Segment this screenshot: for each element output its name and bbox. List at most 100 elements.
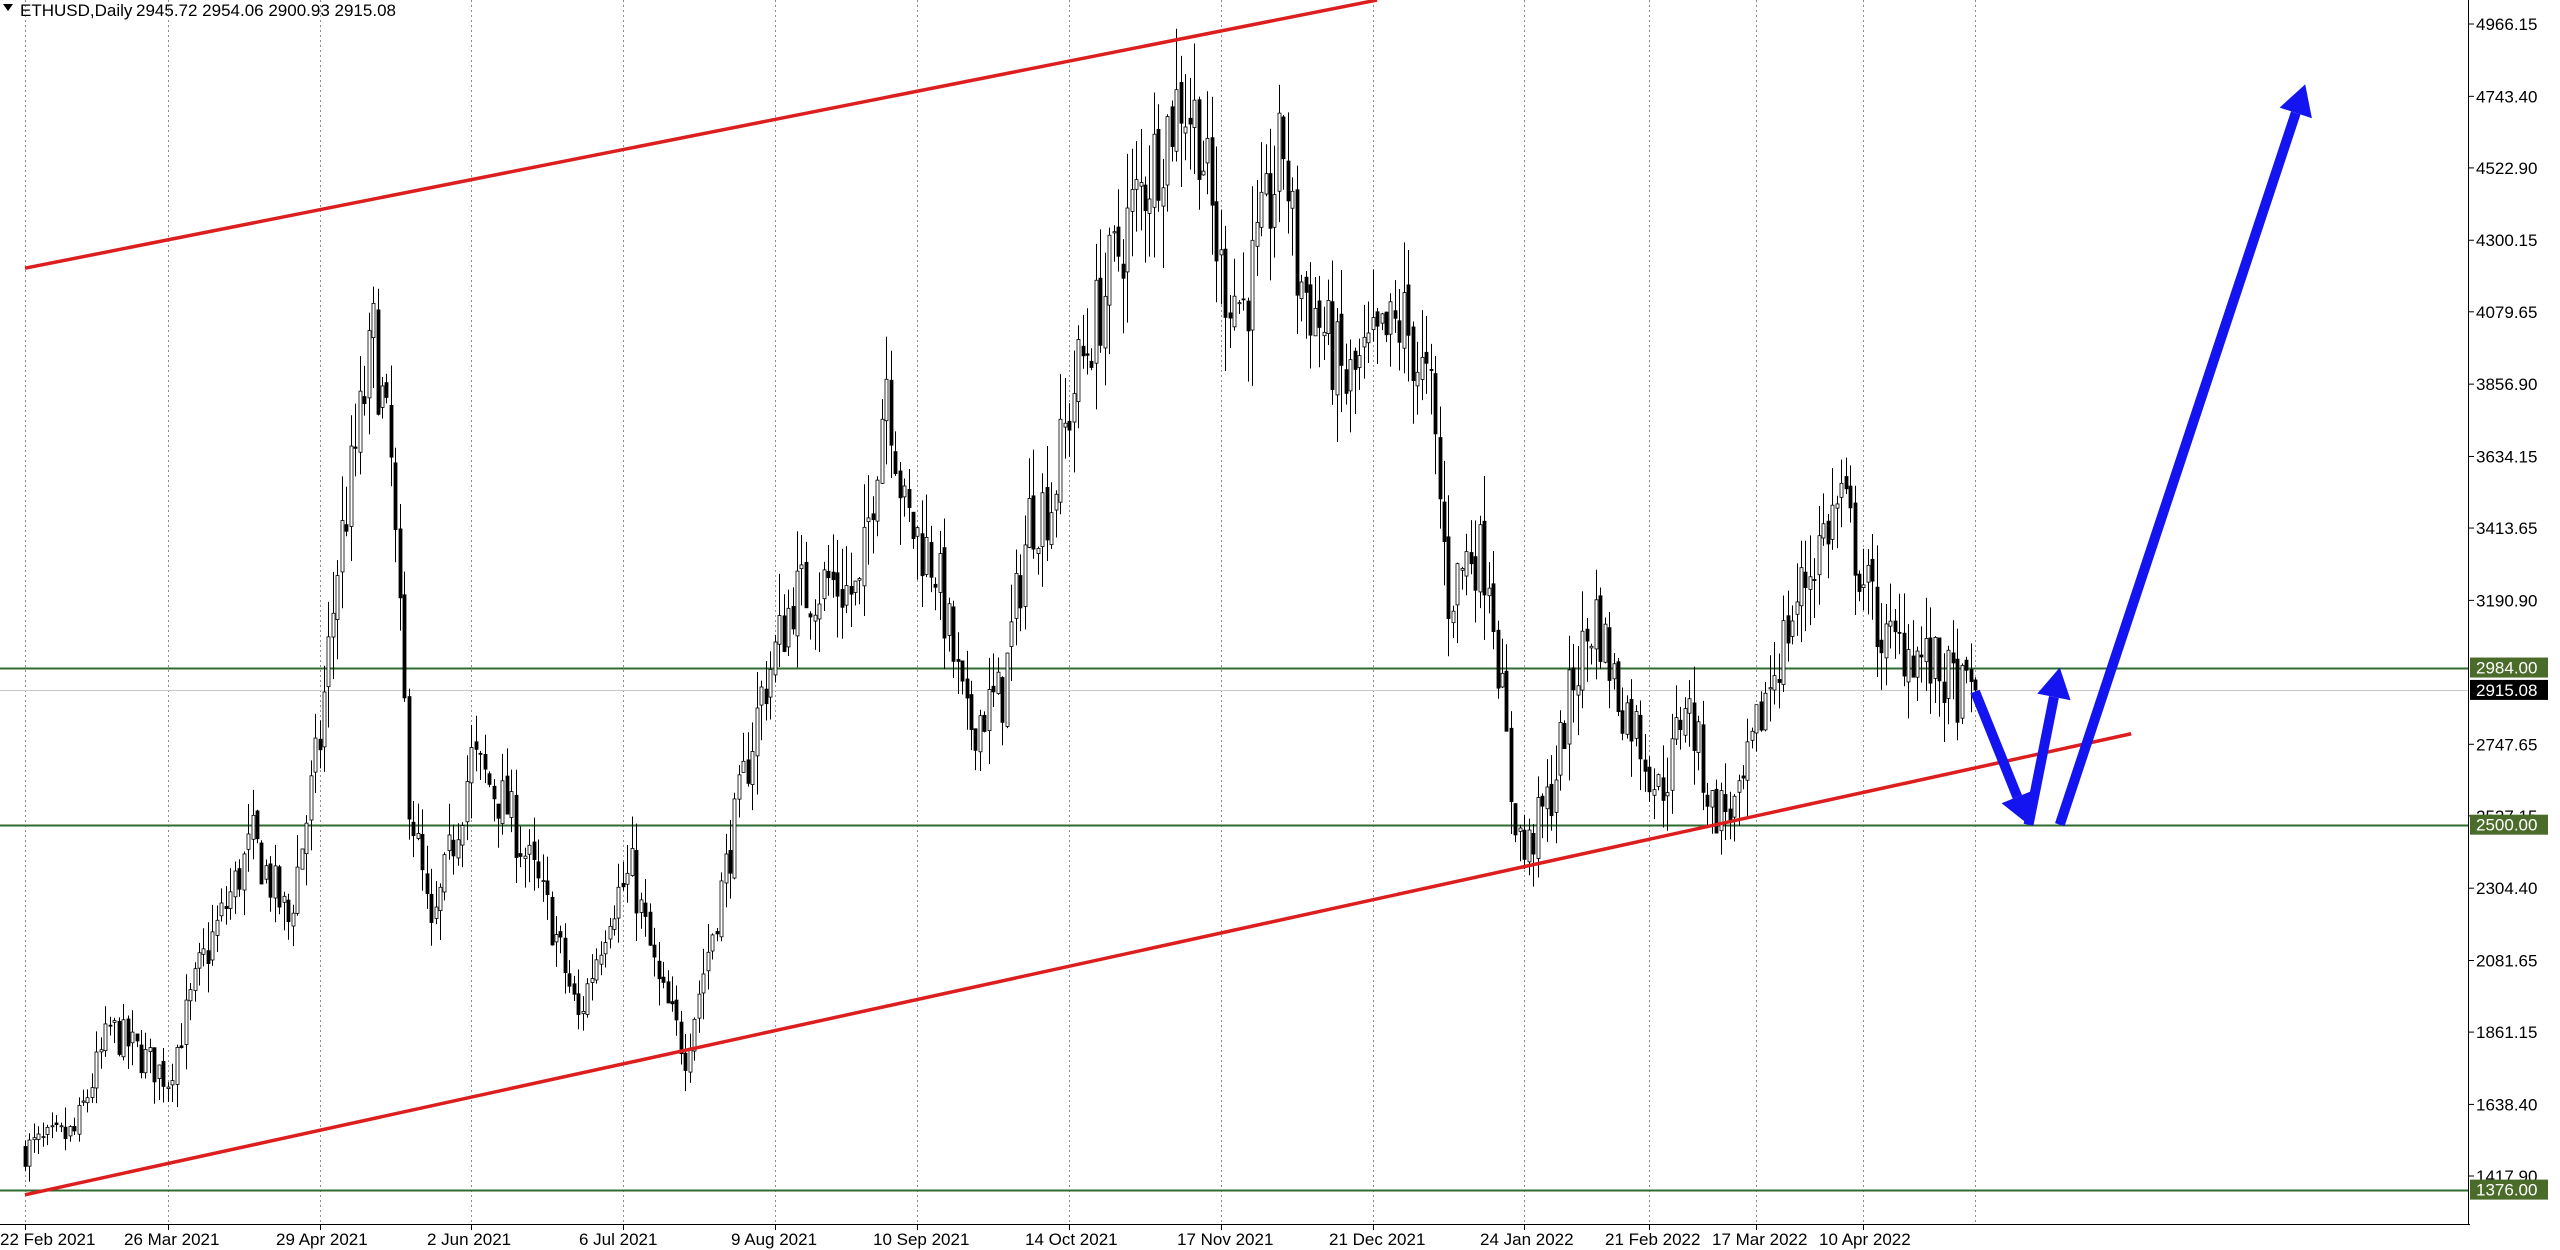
candle-bullish: [1817, 535, 1822, 576]
grid-layer: [25, 0, 1976, 1224]
candle-bullish: [94, 1051, 99, 1089]
channel-upper-line[interactable]: [24, 0, 1378, 270]
candle-bearish: [1973, 679, 1978, 691]
candle-bearish: [1928, 637, 1933, 684]
candle-bearish: [1438, 437, 1443, 500]
candle-bullish: [371, 302, 376, 339]
candle-bullish: [99, 1049, 104, 1053]
candle-bullish: [148, 1047, 153, 1052]
candle-bearish: [23, 1146, 28, 1167]
candle-bullish: [701, 973, 706, 994]
candle-bullish: [166, 1086, 171, 1090]
candle-bullish: [304, 822, 309, 855]
candle-bearish: [1424, 351, 1429, 364]
candle-bullish: [193, 968, 198, 991]
candle-bearish: [1473, 556, 1478, 591]
y-tick-label: 3190.90: [2476, 591, 2537, 610]
candle-bearish: [1897, 631, 1902, 634]
candle-bearish: [1504, 670, 1509, 732]
candle-bullish: [1063, 422, 1068, 428]
candle-bullish: [1589, 645, 1594, 649]
candle-bullish: [1009, 621, 1014, 647]
candle-bearish: [969, 694, 974, 730]
candle-bullish: [1790, 620, 1795, 637]
candle-bearish: [206, 950, 211, 965]
candle-bullish: [902, 485, 907, 498]
candle-bullish: [367, 330, 372, 399]
candle-bullish: [1839, 482, 1844, 498]
candle-bearish: [1540, 795, 1545, 807]
candle-bearish: [643, 902, 648, 917]
candle-bullish: [103, 1023, 108, 1051]
y-tick-label: 3413.65: [2476, 519, 2537, 538]
candle-bearish: [1911, 655, 1916, 678]
candle-bullish: [210, 931, 215, 961]
candle-bullish: [1567, 669, 1572, 745]
level-price-badge-label: 2500.00: [2476, 816, 2537, 835]
candle-bearish: [1210, 137, 1215, 206]
y-tick-label: 4966.15: [2476, 15, 2537, 34]
candle-bearish: [1085, 353, 1090, 356]
candle-bearish: [1179, 82, 1184, 124]
projection-arrow-shaft[interactable]: [2055, 111, 2301, 827]
candle-bullish: [32, 1137, 37, 1141]
candle-bearish: [483, 754, 488, 770]
candle-bearish: [255, 810, 260, 840]
x-tick-label: 9 Aug 2021: [731, 1230, 817, 1249]
candle-bearish: [259, 842, 264, 885]
candle-bearish: [1853, 502, 1858, 576]
y-tick-label: 4743.40: [2476, 87, 2537, 106]
candle-bullish: [1036, 548, 1041, 554]
candle-bearish: [63, 1126, 68, 1139]
x-tick-label: 22 Feb 2021: [0, 1230, 95, 1249]
candle-bullish: [1023, 544, 1028, 607]
candle-bearish: [1875, 586, 1880, 648]
collapse-triangle-icon[interactable]: [3, 4, 13, 11]
candle-bearish: [840, 589, 845, 608]
channel-lower-line[interactable]: [24, 732, 2132, 1197]
candle-bullish: [630, 848, 635, 876]
candle-bullish: [1745, 741, 1750, 781]
candle-bearish: [152, 1047, 157, 1083]
candle-bearish: [1496, 629, 1501, 689]
candle-bearish: [1919, 654, 1924, 658]
candle-bullish: [59, 1125, 64, 1128]
candle-bullish: [1906, 649, 1911, 683]
candle-bearish: [1562, 722, 1567, 749]
candle-bullish: [509, 791, 514, 818]
candle-bearish: [567, 973, 572, 987]
candle-bullish: [264, 865, 269, 880]
candle-bearish: [1098, 277, 1103, 346]
candle-bullish: [1027, 498, 1032, 548]
candle-bullish: [750, 751, 755, 785]
candle-bearish: [268, 863, 273, 898]
candles: [23, 28, 1978, 1182]
projection-arrows: [1970, 84, 2312, 827]
candle-bullish: [130, 1031, 135, 1044]
chart-ohlc: 2945.72 2954.06 2900.93 2915.08: [136, 1, 396, 20]
candle-bullish: [233, 870, 238, 898]
candle-bullish: [1005, 652, 1010, 727]
candle-bullish: [1487, 587, 1492, 597]
candle-bullish: [1536, 797, 1541, 859]
candle-bullish: [331, 612, 336, 638]
candle-bullish: [1125, 207, 1130, 273]
candle-bearish: [550, 896, 555, 946]
candle-bearish: [126, 1018, 131, 1047]
candle-bearish: [1513, 803, 1518, 836]
candle-bullish: [1580, 630, 1585, 691]
candle-bearish: [117, 1020, 122, 1055]
candle-bearish: [518, 853, 523, 857]
current-price-badge: [2470, 679, 2548, 700]
candle-bullish: [335, 575, 340, 620]
projection-arrow-shaft[interactable]: [1970, 689, 2022, 799]
candle-bearish: [1411, 326, 1416, 382]
x-tick-label: 29 Apr 2021: [276, 1230, 368, 1249]
candle-bearish: [1214, 201, 1219, 262]
projection-arrow-shaft[interactable]: [2023, 695, 2059, 826]
candle-bearish: [398, 528, 403, 599]
candle-bearish: [674, 999, 679, 1021]
candle-bullish: [594, 959, 599, 981]
candle-bullish: [1478, 524, 1483, 593]
